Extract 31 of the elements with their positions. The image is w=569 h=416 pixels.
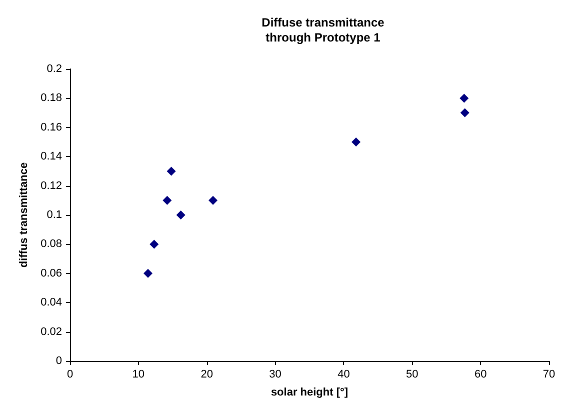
- point: [352, 138, 361, 146]
- y-tick-label: 0.12: [40, 180, 62, 192]
- x-tick-label: 10: [132, 368, 145, 380]
- chart-title: Diffuse transmittance through Prototype 1: [262, 16, 385, 44]
- y-tick-label: 0.16: [40, 121, 62, 134]
- point: [144, 268, 153, 278]
- y-tick-label: 0.04: [40, 296, 62, 309]
- y-axis-title: diffus transmittance: [18, 162, 30, 268]
- point: [176, 210, 186, 220]
- x-tick-label: 70: [542, 368, 556, 380]
- y-tick-label: 0.02: [40, 326, 62, 338]
- point: [150, 240, 159, 249]
- y-tick-label: 0.2: [46, 63, 62, 75]
- y-tick-label: 0: [56, 355, 62, 367]
- x-tick-label: 0: [66, 368, 74, 380]
- y-tick-label: 0.18: [40, 92, 62, 104]
- x-axis-title: solar height [°]: [270, 386, 348, 398]
- x-tick-label: 50: [406, 368, 418, 380]
- x-tick-label: 40: [338, 368, 350, 380]
- y-tick-label: 0.06: [40, 267, 62, 280]
- point: [166, 166, 176, 176]
- x-tick-label: 20: [200, 368, 213, 380]
- point: [208, 196, 218, 205]
- y-tick-label: 0.14: [40, 150, 62, 163]
- x-tick-label: 60: [474, 368, 487, 380]
- y-tick-label: 0.08: [40, 238, 62, 250]
- point: [460, 94, 469, 103]
- x-tick-label: 30: [269, 368, 282, 380]
- point: [460, 108, 470, 118]
- point: [162, 196, 172, 205]
- y-tick-label: 0.1: [46, 209, 62, 221]
